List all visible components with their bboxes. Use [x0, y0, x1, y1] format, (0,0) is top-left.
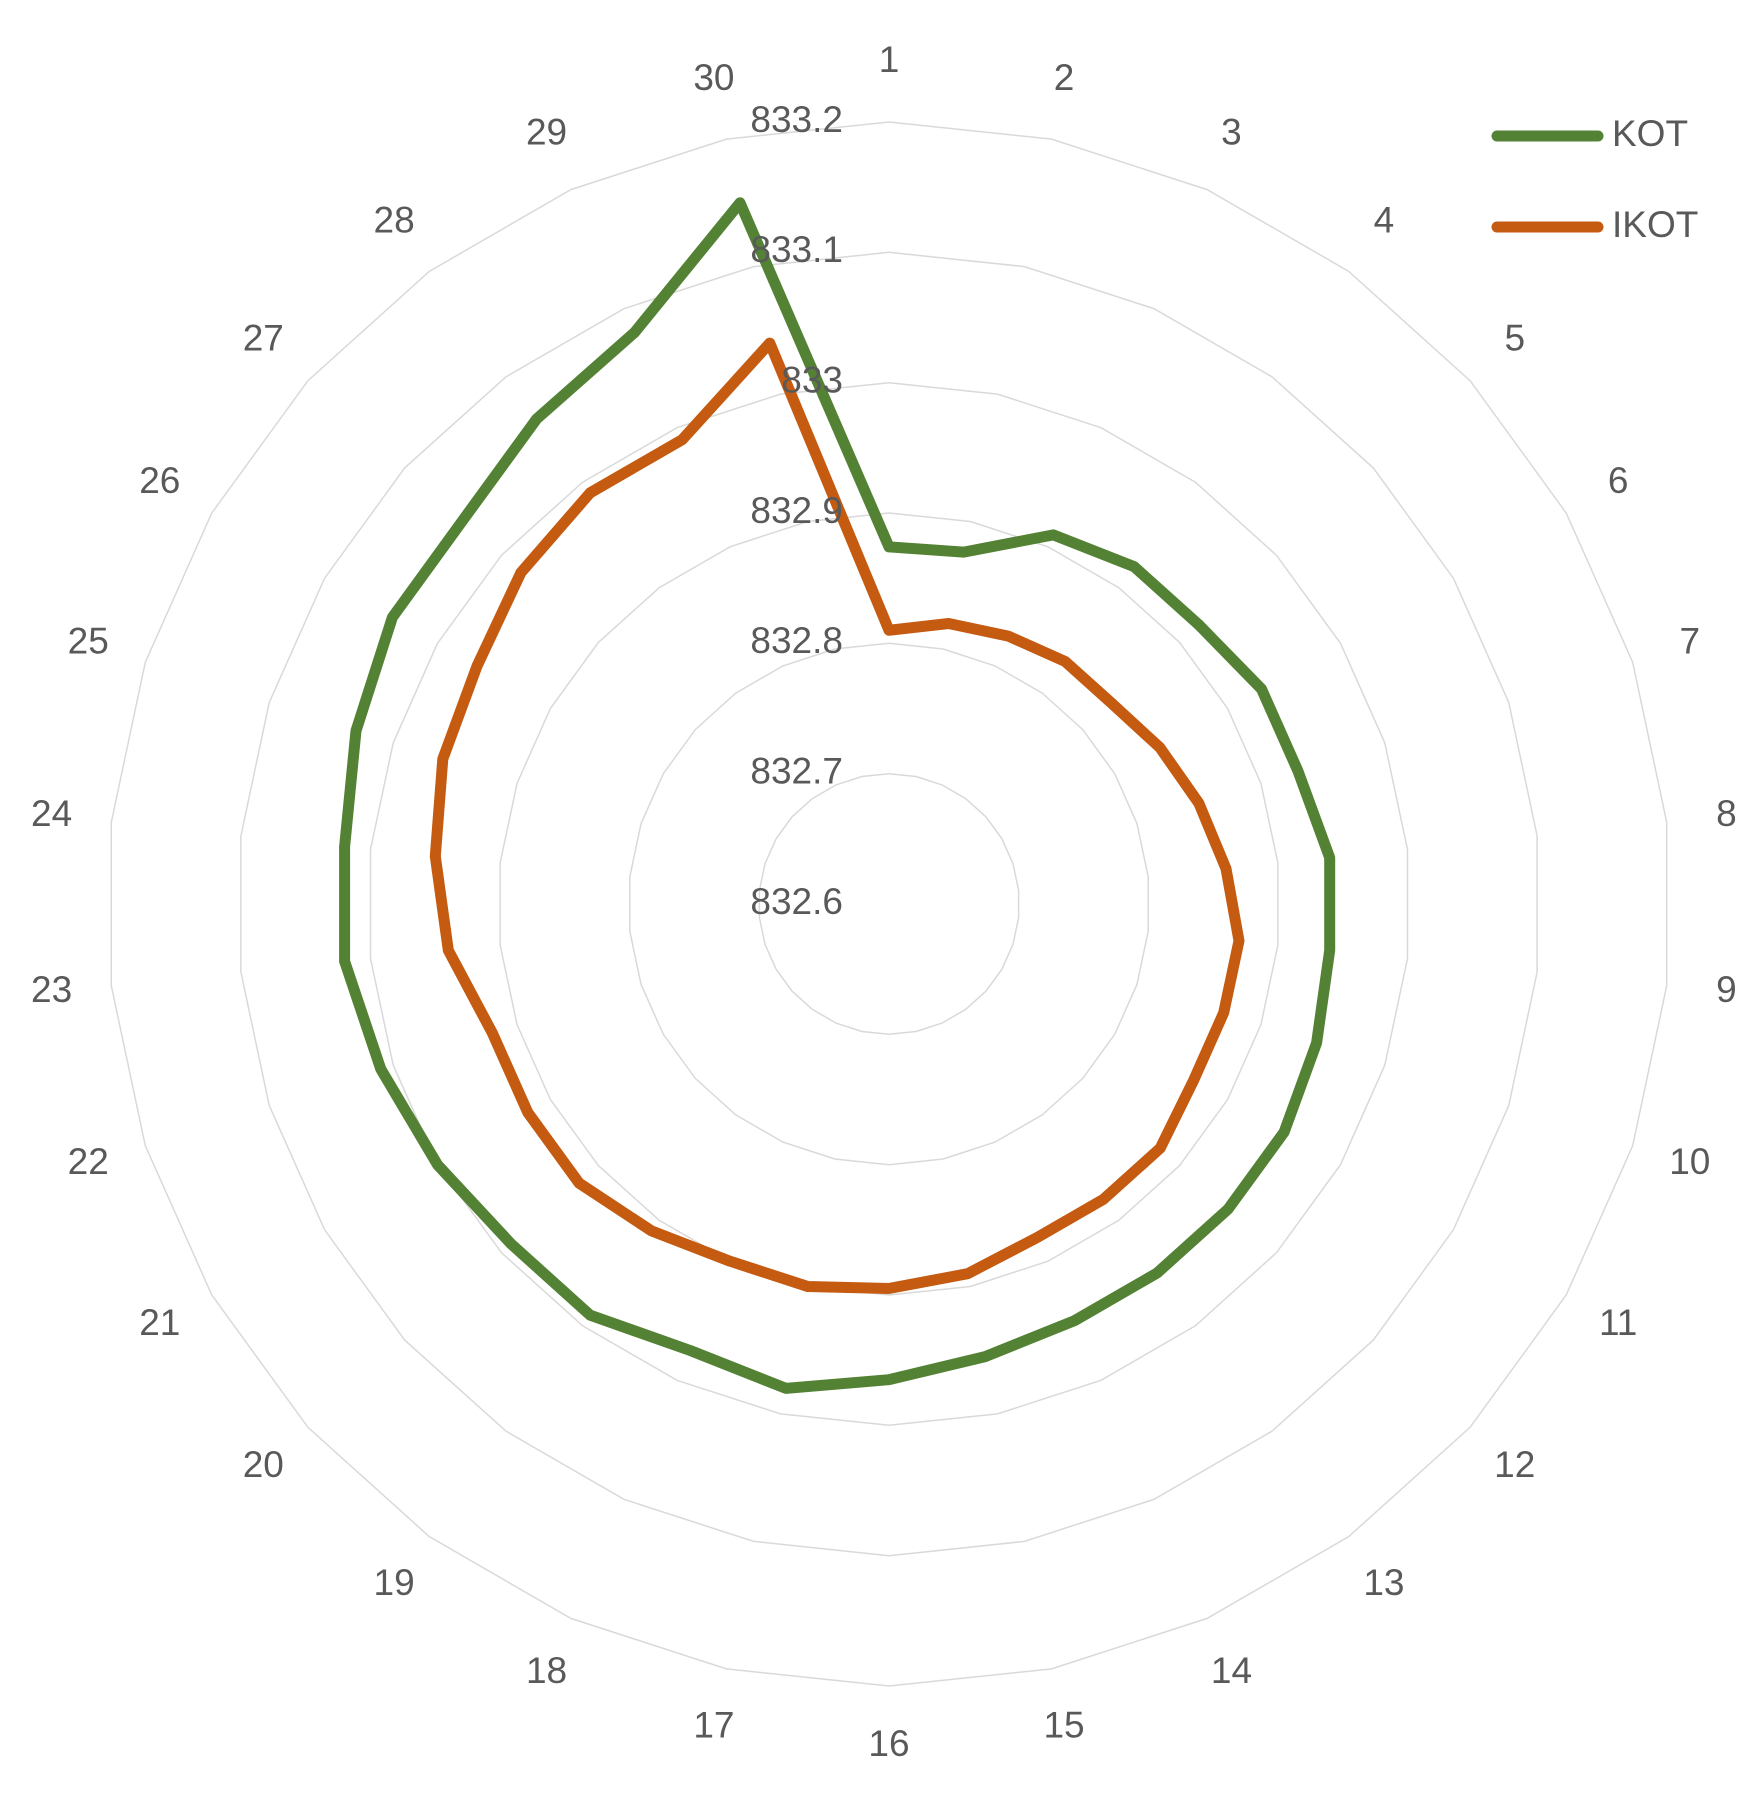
- legend-label: KOT: [1612, 113, 1688, 154]
- category-label: 24: [31, 793, 72, 834]
- category-label: 3: [1221, 112, 1242, 153]
- grid-ring: [240, 251, 1538, 1557]
- legend-label: IKOT: [1612, 204, 1698, 245]
- category-label: 25: [68, 621, 109, 662]
- category-label: 13: [1363, 1562, 1404, 1603]
- radial-tick-label: 832.8: [750, 620, 843, 661]
- grid-ring: [499, 512, 1279, 1296]
- radial-tick-label: 833.2: [750, 99, 843, 140]
- category-label: 2: [1054, 57, 1075, 98]
- category-label: 4: [1374, 200, 1395, 241]
- category-label: 8: [1716, 793, 1737, 834]
- category-label: 1: [879, 39, 900, 80]
- category-label: 22: [68, 1141, 109, 1182]
- category-label: 28: [374, 200, 415, 241]
- category-label: 26: [139, 460, 180, 501]
- category-label: 19: [374, 1562, 415, 1603]
- category-label: 10: [1669, 1141, 1710, 1182]
- category-label: 18: [526, 1650, 567, 1691]
- category-label: 29: [526, 112, 567, 153]
- category-label: 11: [1599, 1302, 1637, 1343]
- category-label: 5: [1504, 317, 1525, 358]
- category-label: 6: [1608, 460, 1629, 501]
- category-label: 14: [1211, 1650, 1252, 1691]
- grid-ring: [369, 381, 1409, 1427]
- radial-tick-label: 832.7: [750, 750, 843, 791]
- category-label: 9: [1716, 969, 1737, 1010]
- category-label: 27: [243, 317, 284, 358]
- category-label: 17: [693, 1704, 734, 1745]
- category-label: 20: [243, 1444, 284, 1485]
- radial-tick-label: 832.9: [750, 490, 843, 531]
- grid-ring: [758, 772, 1020, 1036]
- category-label: 15: [1043, 1704, 1084, 1745]
- grid-ring: [110, 121, 1668, 1687]
- radial-tick-label: 832.6: [750, 881, 843, 922]
- category-label: 21: [139, 1302, 180, 1343]
- category-label: 16: [868, 1723, 909, 1764]
- series-line: [339, 197, 1336, 1394]
- grid-ring: [629, 642, 1149, 1166]
- category-label: 7: [1680, 621, 1701, 662]
- category-label: 23: [31, 969, 72, 1010]
- radial-tick-label: 833: [781, 359, 843, 400]
- radial-tick-label: 833.1: [750, 229, 843, 270]
- category-label: 30: [693, 57, 734, 98]
- category-label: 12: [1494, 1444, 1535, 1485]
- series-line: [429, 337, 1245, 1294]
